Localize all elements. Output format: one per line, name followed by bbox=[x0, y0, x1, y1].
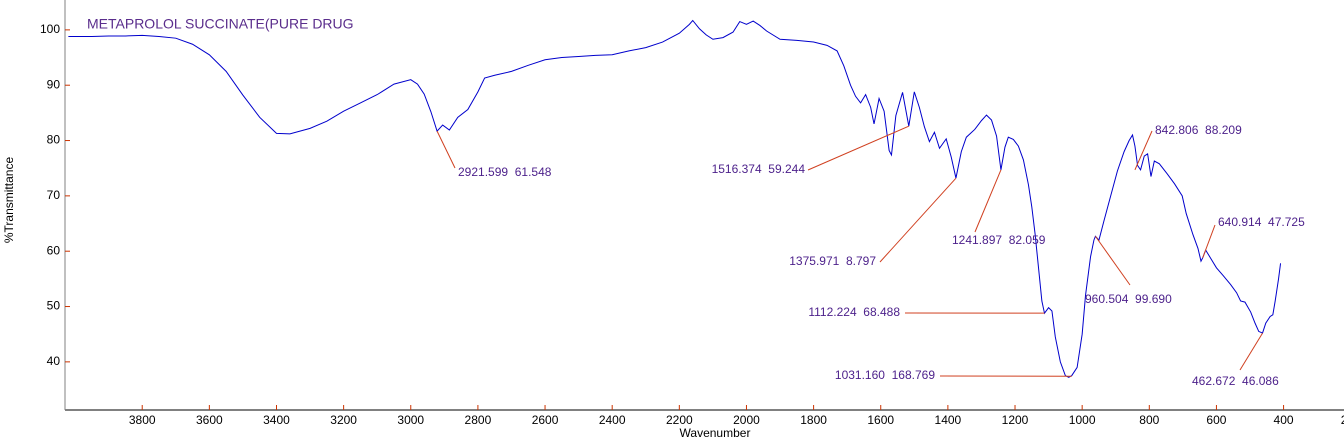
x-tick-label: 1600 bbox=[867, 413, 894, 427]
annotation-leader bbox=[974, 169, 1002, 233]
annotation-leader bbox=[1095, 235, 1131, 286]
y-tick-label: 70 bbox=[47, 188, 61, 202]
annotation-leader bbox=[807, 125, 910, 171]
annotation-leader bbox=[1239, 332, 1263, 371]
x-tick-label: 1400 bbox=[935, 413, 962, 427]
annotation-leader bbox=[1134, 130, 1153, 171]
x-tick-label: 3000 bbox=[397, 413, 424, 427]
chart-title: METAPROLOL SUCCINATE(PURE DRUG bbox=[87, 16, 354, 32]
annotation-label: 2921.599 61.548 bbox=[458, 165, 552, 179]
annotation-leader bbox=[1202, 224, 1216, 259]
annotation-label: 842.806 88.209 bbox=[1155, 123, 1242, 137]
y-axis-label: %Transmittance bbox=[2, 157, 16, 244]
x-tick-label: 400 bbox=[1274, 413, 1294, 427]
y-tick-label: 100 bbox=[40, 22, 60, 36]
x-tick-label: 3200 bbox=[330, 413, 357, 427]
x-tick-label: 3600 bbox=[196, 413, 223, 427]
x-tick-label: 3400 bbox=[263, 413, 290, 427]
x-tick-label: 3800 bbox=[129, 413, 156, 427]
annotation-label: 1516.374 59.244 bbox=[712, 162, 806, 176]
y-tick-label: 80 bbox=[47, 133, 61, 147]
y-tick-label: 90 bbox=[47, 77, 61, 91]
annotation-label: 462.672 46.086 bbox=[1192, 374, 1279, 388]
x-tick-label: 1200 bbox=[1002, 413, 1029, 427]
annotation-label: 960.504 99.690 bbox=[1085, 292, 1172, 306]
x-tick-label: 2200 bbox=[666, 413, 693, 427]
x-tick-label: 200 bbox=[1341, 413, 1344, 427]
annotation-label: 1241.897 82.059 bbox=[952, 233, 1046, 247]
y-tick-label: 50 bbox=[47, 299, 61, 313]
x-tick-label: 2800 bbox=[465, 413, 492, 427]
x-tick-label: 2000 bbox=[733, 413, 760, 427]
title-box: METAPROLOL SUCCINATE(PURE DRUG bbox=[87, 16, 354, 32]
annotation-label: 1112.224 68.488 bbox=[808, 305, 900, 319]
x-tick-label: 600 bbox=[1206, 413, 1226, 427]
x-tick-label: 800 bbox=[1139, 413, 1159, 427]
x-tick-label: 1800 bbox=[800, 413, 827, 427]
x-tick-label: 1000 bbox=[1069, 413, 1096, 427]
x-tick-label: 2400 bbox=[599, 413, 626, 427]
x-tick-label: 2600 bbox=[532, 413, 559, 427]
y-tick-label: 40 bbox=[47, 354, 61, 368]
x-axis-label: Wavenumber bbox=[680, 426, 751, 440]
annotation-leader bbox=[879, 177, 957, 263]
annotation-label: 640.914 47.725 bbox=[1218, 215, 1305, 229]
y-tick-label: 60 bbox=[47, 243, 61, 257]
annotation-label: 1375.971 8.797 bbox=[789, 254, 876, 268]
spectrum-line bbox=[68, 19, 1282, 378]
plot-area bbox=[68, 19, 1282, 378]
annotation-leader bbox=[436, 130, 456, 169]
annotation-label: 1031.160 168.769 bbox=[835, 368, 935, 382]
